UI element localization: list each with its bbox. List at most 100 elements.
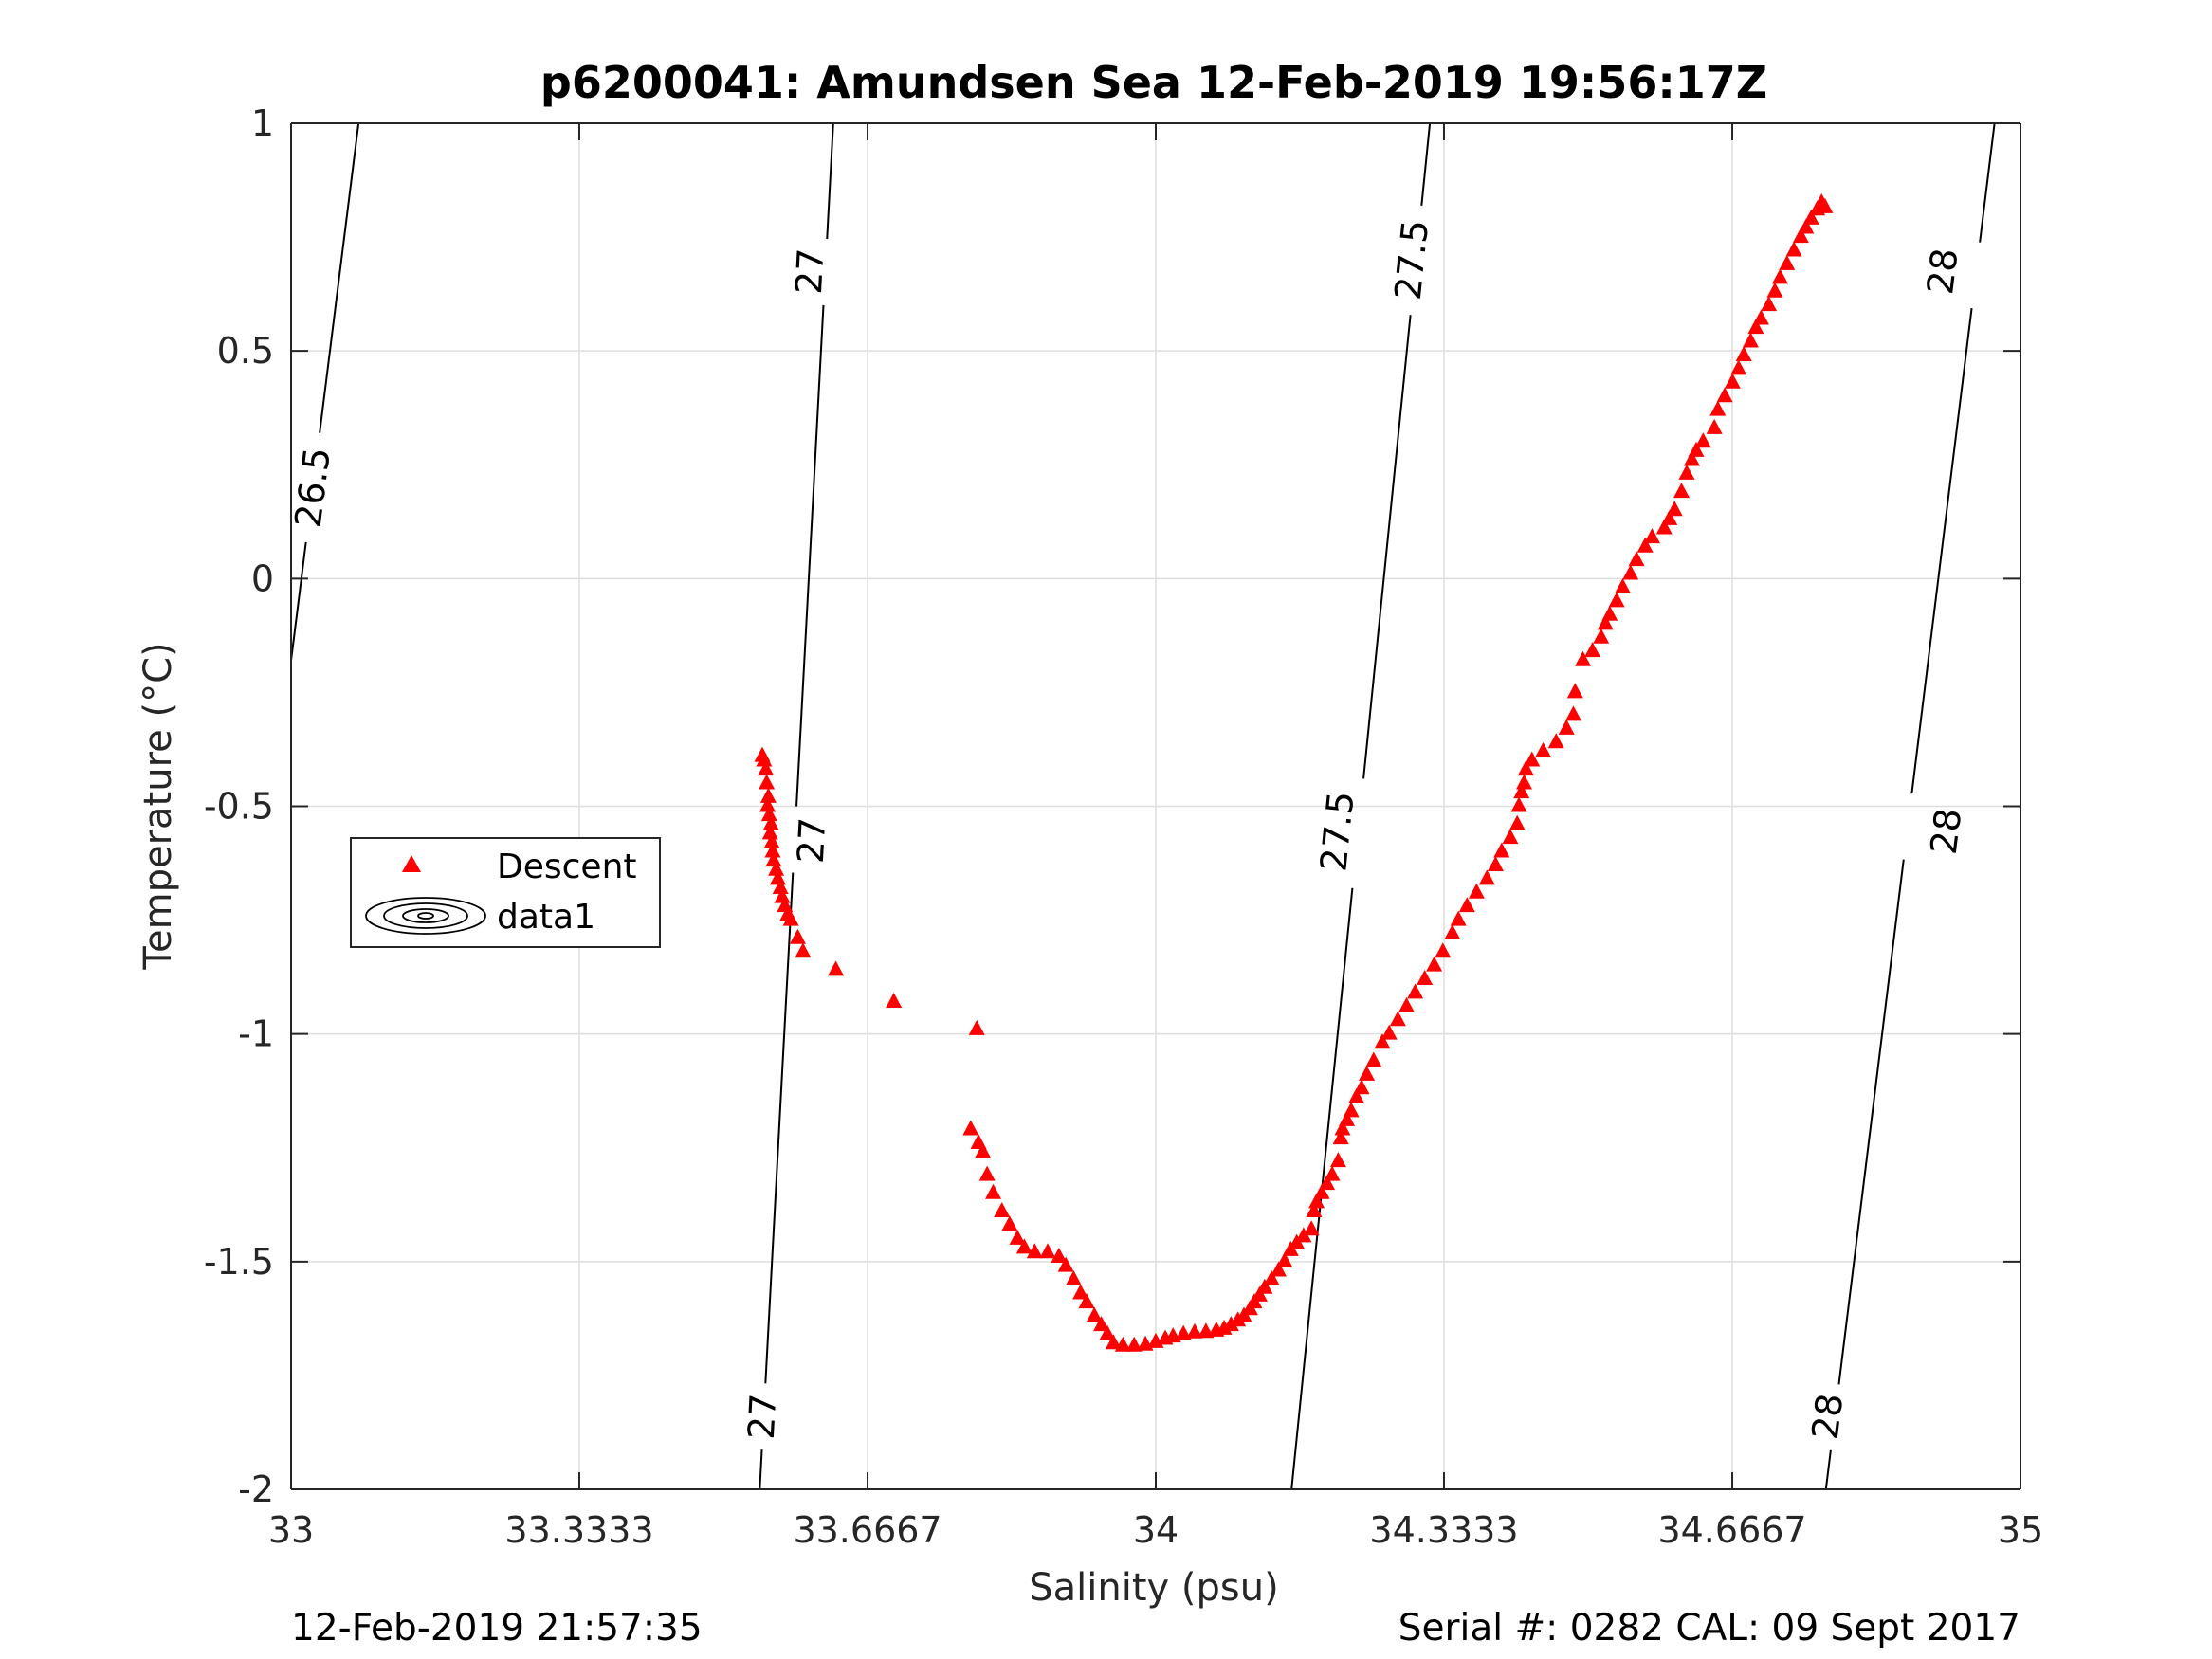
descent-series (754, 193, 1834, 1352)
descent-point (1510, 796, 1527, 812)
descent-point (1276, 1251, 1293, 1267)
contour-label: 27.5 (1312, 790, 1362, 874)
descent-point (1694, 432, 1711, 448)
descent-point (1566, 683, 1583, 699)
descent-point (1086, 1306, 1103, 1322)
y-tick-label: -2 (238, 1468, 274, 1510)
descent-point (768, 860, 785, 876)
descent-point (1332, 1129, 1349, 1145)
descent-point (1493, 842, 1510, 858)
descent-point (1389, 1011, 1406, 1027)
legend-descent-marker-icon (402, 855, 421, 872)
x-tick-label: 35 (1998, 1509, 2043, 1551)
descent-point (1622, 564, 1639, 580)
descent-point (1359, 1065, 1376, 1081)
descent-point (1779, 254, 1796, 270)
descent-point (1575, 650, 1592, 666)
descent-point (1308, 1193, 1325, 1209)
descent-point (763, 832, 780, 848)
contour-line-segment (795, 304, 825, 807)
descent-point (1078, 1293, 1095, 1309)
descent-point (1222, 1316, 1239, 1332)
descent-point (1324, 1165, 1341, 1181)
descent-point (1072, 1284, 1089, 1300)
contour-label: 27 (740, 1393, 785, 1441)
chart-title: p6200041: Amundsen Sea 12-Feb-2019 19:56… (540, 57, 1767, 108)
descent-point (1001, 1215, 1018, 1231)
descent-point (1487, 855, 1504, 871)
descent-point (1735, 345, 1752, 361)
descent-point (1747, 319, 1764, 335)
descent-point (975, 1142, 992, 1158)
descent-point (968, 1019, 985, 1035)
descent-point (1398, 996, 1415, 1012)
descent-point (1655, 519, 1673, 535)
descent-point (1175, 1324, 1192, 1340)
descent-point (962, 1120, 979, 1136)
descent-point (1771, 268, 1788, 284)
descent-point (772, 878, 789, 894)
legend-descent-label: Descent (497, 848, 637, 886)
contour-label: 26.5 (287, 446, 338, 530)
descent-point (1564, 705, 1581, 721)
descent-point (1524, 751, 1541, 767)
contour-label: 27 (788, 247, 832, 296)
y-tick-label: -1.5 (204, 1241, 274, 1283)
footer-timestamp: 12-Feb-2019 21:57:35 (291, 1607, 703, 1650)
descent-point (1313, 1183, 1330, 1199)
descent-point (1608, 592, 1625, 608)
contour-line-segment (1910, 308, 1973, 794)
descent-point (1026, 1243, 1043, 1259)
y-tick-label: -0.5 (204, 786, 274, 828)
descent-point (978, 1165, 996, 1181)
descent-point (1716, 387, 1733, 403)
footer-serial-calibration: Serial #: 0282 CAL: 09 Sept 2017 (1398, 1607, 2020, 1650)
descent-point (1125, 1336, 1143, 1352)
descent-point (795, 942, 812, 958)
descent-point (994, 1201, 1011, 1217)
x-tick-label: 34.6667 (1657, 1509, 1806, 1551)
descent-point (1502, 829, 1519, 845)
descent-point (1817, 197, 1834, 213)
descent-point (1057, 1256, 1074, 1272)
descent-point (1709, 400, 1727, 416)
descent-point (1348, 1087, 1365, 1103)
descent-point (1706, 418, 1723, 434)
descent-point (985, 1183, 1002, 1199)
descent-point (756, 751, 773, 767)
legend: Descent data1 (350, 837, 661, 948)
descent-point (1319, 1175, 1336, 1191)
descent-point (777, 897, 794, 913)
descent-point (1263, 1270, 1280, 1286)
descent-point (789, 928, 806, 944)
descent-point (1186, 1322, 1203, 1339)
density-contours: 26.5 27 27 27 27.5 27.5 28 28 28 (287, 122, 1996, 1490)
descent-point (1374, 1033, 1391, 1049)
y-tick-label: -1 (238, 1013, 274, 1055)
descent-point (1678, 464, 1695, 480)
y-tick-label: 0 (251, 557, 274, 599)
contour-label: 27.5 (1387, 218, 1436, 302)
descent-point (1593, 628, 1610, 644)
descent-point (1798, 218, 1815, 234)
descent-point (758, 760, 775, 776)
descent-point (1051, 1248, 1068, 1264)
descent-point (1009, 1229, 1026, 1245)
descent-point (1517, 760, 1534, 776)
descent-point (1636, 537, 1654, 553)
descent-point (1343, 1102, 1360, 1118)
descent-point (1785, 241, 1802, 257)
descent-point (1628, 551, 1645, 567)
descent-point (1065, 1270, 1082, 1286)
descent-point (759, 796, 777, 812)
descent-point (1478, 869, 1495, 885)
descent-point (1683, 450, 1700, 466)
descent-point (1724, 373, 1741, 389)
descent-point (759, 787, 777, 803)
descent-point (1256, 1278, 1273, 1294)
descent-point (1271, 1261, 1288, 1277)
descent-point (1508, 814, 1526, 830)
descent-point (1558, 719, 1575, 735)
descent-point (761, 824, 778, 840)
descent-point (1444, 923, 1461, 939)
